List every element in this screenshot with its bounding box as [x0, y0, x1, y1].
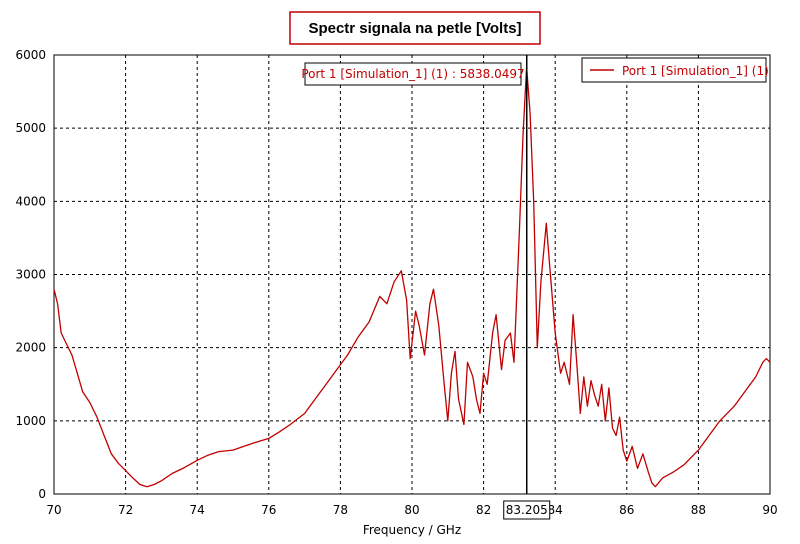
- marker[interactable]: 83.205 Port 1 [Simulation_1] (1) : 5838.…: [301, 55, 551, 520]
- x-tick-label: 86: [619, 503, 634, 517]
- y-tick-label: 0: [38, 487, 46, 501]
- legend-label: Port 1 [Simulation_1] (1): [622, 64, 769, 78]
- x-tick-label: 74: [190, 503, 205, 517]
- x-tick-label: 72: [118, 503, 133, 517]
- y-tick-label: 6000: [15, 48, 46, 62]
- x-tick-label: 80: [404, 503, 419, 517]
- x-axis-ticks: 70 72 74 76 78 80 82 84 86 88 90: [46, 503, 777, 517]
- marker-readout: Port 1 [Simulation_1] (1) : 5838.0497: [301, 67, 524, 81]
- marker-x-label-box: [503, 500, 551, 520]
- y-tick-label: 4000: [15, 194, 46, 208]
- y-axis-ticks: 0 1000 2000 3000 4000 5000 6000: [15, 48, 46, 501]
- x-axis-title: Frequency / GHz: [363, 523, 461, 537]
- legend: Port 1 [Simulation_1] (1): [581, 57, 769, 83]
- x-tick-label: 70: [46, 503, 61, 517]
- x-tick-label: 78: [333, 503, 348, 517]
- marker-readout-box: [304, 62, 522, 86]
- chart-title: Spectr signala na petle [Volts]: [308, 20, 521, 37]
- series-line: [53, 66, 771, 488]
- x-tick-label: 90: [762, 503, 777, 517]
- y-tick-label: 1000: [15, 414, 46, 428]
- x-tick-label: 76: [261, 503, 276, 517]
- marker-x-label: 83.205: [506, 503, 548, 517]
- grid-lines: [54, 55, 770, 494]
- x-tick-label: 82: [476, 503, 491, 517]
- y-tick-label: 2000: [15, 341, 46, 355]
- y-tick-label: 3000: [15, 268, 46, 282]
- x-tick-label: 84: [548, 503, 563, 517]
- x-tick-label: 88: [691, 503, 706, 517]
- y-tick-label: 5000: [15, 121, 46, 135]
- chart-title-box: Spectr signala na petle [Volts]: [289, 11, 541, 45]
